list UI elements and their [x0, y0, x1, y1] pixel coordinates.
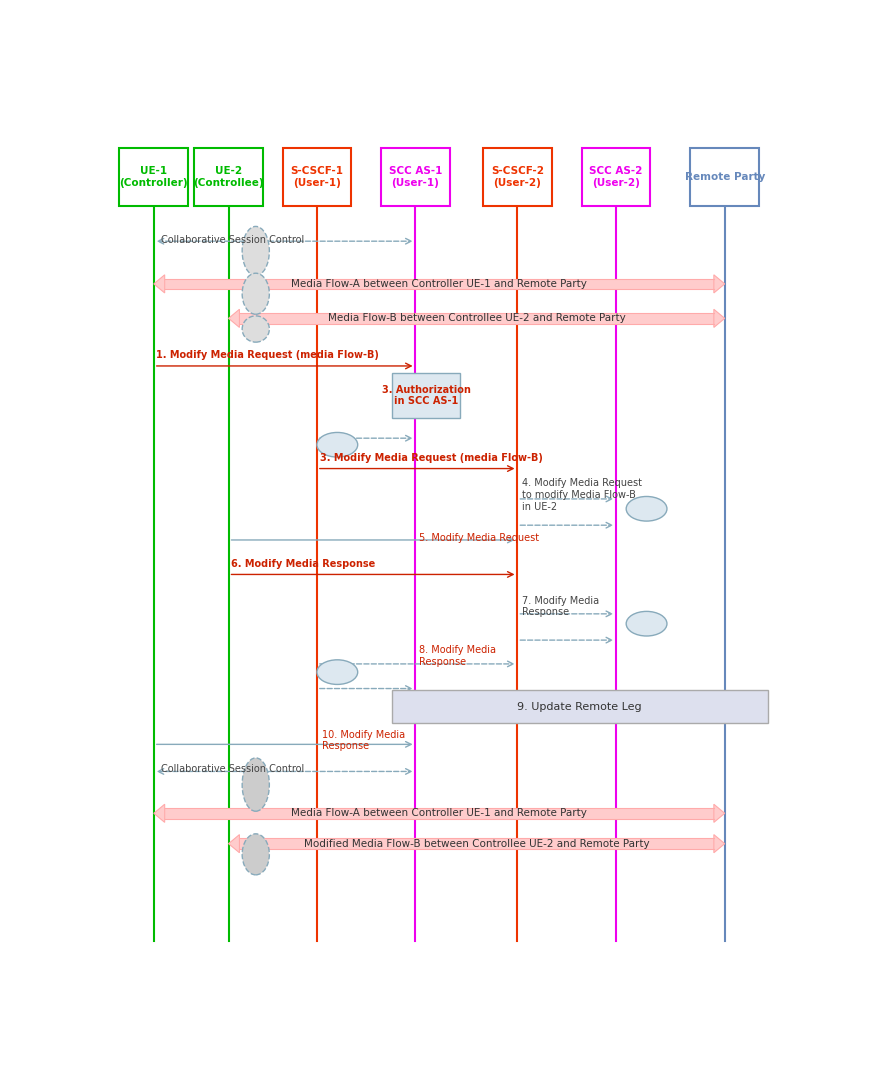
Ellipse shape — [317, 433, 358, 457]
Ellipse shape — [317, 660, 358, 684]
Ellipse shape — [242, 758, 269, 811]
FancyBboxPatch shape — [581, 147, 651, 206]
FancyArrow shape — [229, 309, 239, 327]
Text: Media Flow-A between Controller UE-1 and Remote Party: Media Flow-A between Controller UE-1 and… — [291, 279, 588, 289]
Bar — [165, 808, 714, 819]
FancyArrow shape — [714, 309, 724, 327]
FancyBboxPatch shape — [392, 373, 460, 418]
Text: SCC AS-2
(User-2): SCC AS-2 (User-2) — [589, 166, 643, 188]
Ellipse shape — [626, 497, 667, 521]
FancyBboxPatch shape — [690, 147, 759, 206]
FancyArrow shape — [229, 835, 239, 853]
Text: S-CSCF-1
(User-1): S-CSCF-1 (User-1) — [290, 166, 344, 188]
Ellipse shape — [242, 316, 269, 342]
Text: 9. Update Remote Leg: 9. Update Remote Leg — [517, 701, 642, 712]
Bar — [239, 313, 714, 324]
Text: 1. Modify Media Request (media Flow-B): 1. Modify Media Request (media Flow-B) — [156, 351, 379, 360]
FancyArrow shape — [714, 275, 724, 293]
Ellipse shape — [626, 612, 667, 636]
Text: Media Flow-B between Controllee UE-2 and Remote Party: Media Flow-B between Controllee UE-2 and… — [328, 313, 625, 323]
Ellipse shape — [242, 273, 269, 314]
FancyArrow shape — [153, 275, 165, 293]
Text: Collaborative Session Control: Collaborative Session Control — [160, 235, 303, 244]
FancyArrow shape — [714, 835, 724, 853]
FancyBboxPatch shape — [392, 690, 767, 724]
FancyBboxPatch shape — [194, 147, 263, 206]
Text: SCC AS-1
(User-1): SCC AS-1 (User-1) — [389, 166, 442, 188]
Text: 7. Modify Media
Response: 7. Modify Media Response — [522, 596, 599, 617]
Text: 3. Modify Media Request (media Flow-B): 3. Modify Media Request (media Flow-B) — [320, 453, 543, 463]
Text: Collaborative Session Control: Collaborative Session Control — [160, 764, 303, 774]
Bar — [165, 278, 714, 289]
Text: UE-2
(Controllee): UE-2 (Controllee) — [193, 166, 264, 188]
Bar — [239, 838, 714, 849]
Text: S-CSCF-2
(User-2): S-CSCF-2 (User-2) — [491, 166, 544, 188]
Text: 10. Modify Media
Response: 10. Modify Media Response — [322, 729, 405, 752]
FancyArrow shape — [153, 804, 165, 822]
Ellipse shape — [242, 226, 269, 276]
Text: 4. Modify Media Request
to modify Media Flow-B
in UE-2: 4. Modify Media Request to modify Media … — [522, 479, 642, 512]
Text: Remote Party: Remote Party — [685, 172, 765, 182]
Text: Modified Media Flow-B between Controllee UE-2 and Remote Party: Modified Media Flow-B between Controllee… — [303, 839, 650, 849]
Text: 3. Authorization
in SCC AS-1: 3. Authorization in SCC AS-1 — [381, 385, 470, 406]
Text: 5. Modify Media Request: 5. Modify Media Request — [419, 533, 539, 543]
Text: 6. Modify Media Response: 6. Modify Media Response — [231, 559, 374, 568]
Text: UE-1
(Controller): UE-1 (Controller) — [119, 166, 188, 188]
FancyBboxPatch shape — [282, 147, 352, 206]
FancyArrow shape — [714, 804, 724, 822]
Text: 8. Modify Media
Response: 8. Modify Media Response — [419, 645, 496, 666]
FancyBboxPatch shape — [381, 147, 450, 206]
Ellipse shape — [242, 834, 269, 875]
FancyBboxPatch shape — [119, 147, 189, 206]
FancyBboxPatch shape — [483, 147, 552, 206]
Text: Media Flow-A between Controller UE-1 and Remote Party: Media Flow-A between Controller UE-1 and… — [291, 808, 588, 819]
